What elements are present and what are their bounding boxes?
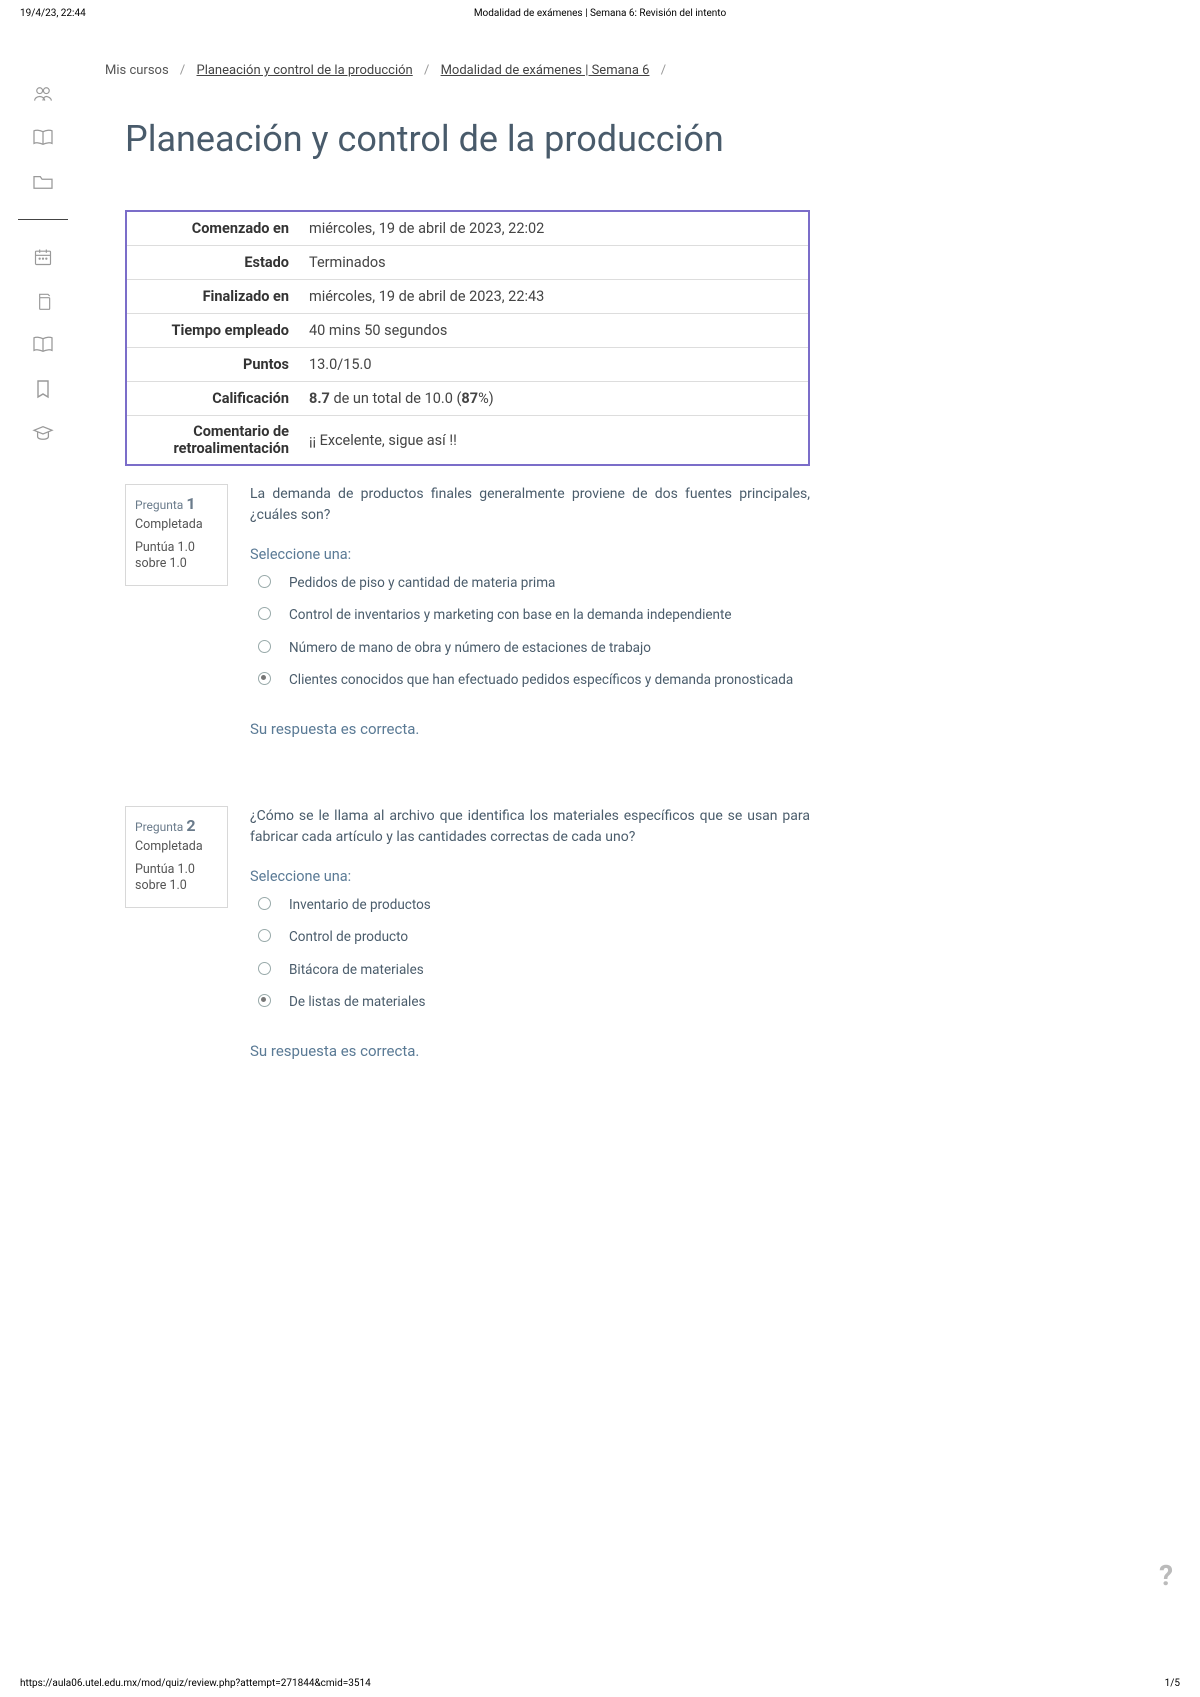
option-text: Número de mano de obra y número de estac… <box>285 638 810 658</box>
summary-label: Finalizado en <box>127 281 299 312</box>
radio-icon[interactable] <box>258 962 271 975</box>
option-row[interactable]: Número de mano de obra y número de estac… <box>258 638 810 658</box>
summary-label: Tiempo empleado <box>127 315 299 346</box>
breadcrumb-sep: / <box>180 63 185 78</box>
breadcrumb-course[interactable]: Planeación y control de la producción <box>197 63 413 78</box>
bookmark-icon[interactable] <box>32 378 54 400</box>
question-state: Completada <box>135 839 218 854</box>
sidebar-separator <box>18 219 68 220</box>
question-mark: Puntúa 1.0 sobre 1.0 <box>135 862 218 895</box>
folder-icon[interactable] <box>32 171 54 193</box>
summary-value: 40 mins 50 segundos <box>299 315 808 346</box>
radio-icon[interactable] <box>258 575 271 588</box>
main-content: Mis cursos / Planeación y control de la … <box>85 63 1200 1060</box>
summary-value: miércoles, 19 de abril de 2023, 22:43 <box>299 281 808 312</box>
summary-row: Finalizado enmiércoles, 19 de abril de 2… <box>127 280 808 314</box>
question-number: 1 <box>186 494 195 513</box>
breadcrumb: Mis cursos / Planeación y control de la … <box>105 63 1170 78</box>
question-text: ¿Cómo se le llama al archivo que identif… <box>250 806 810 848</box>
radio-icon[interactable] <box>258 672 271 685</box>
print-footer: https://aula06.utel.edu.mx/mod/quiz/revi… <box>20 1678 1180 1689</box>
option-text: Control de inventarios y marketing con b… <box>285 605 810 625</box>
summary-label: Comentario de retroalimentación <box>127 416 299 464</box>
summary-label: Puntos <box>127 349 299 380</box>
summary-label: Estado <box>127 247 299 278</box>
question-info: Pregunta 2 Completada Puntúa 1.0 sobre 1.0 <box>125 806 228 908</box>
course-title: Planeación y control de la producción <box>125 118 1170 160</box>
option-text: Bitácora de materiales <box>285 960 810 980</box>
radio-icon[interactable] <box>258 897 271 910</box>
feedback-text: Su respuesta es correcta. <box>250 720 810 738</box>
question-info: Pregunta 1 Completada Puntúa 1.0 sobre 1.0 <box>125 484 228 586</box>
book2-icon[interactable] <box>32 334 54 356</box>
summary-value: miércoles, 19 de abril de 2023, 22:02 <box>299 213 808 244</box>
question-label: Pregunta <box>135 498 186 512</box>
option-text: Clientes conocidos que han efectuado ped… <box>285 670 810 690</box>
breadcrumb-root[interactable]: Mis cursos <box>105 63 169 78</box>
question-text: La demanda de productos finales generalm… <box>250 484 810 526</box>
radio-icon[interactable] <box>258 640 271 653</box>
copy-icon[interactable] <box>32 290 54 312</box>
help-icon[interactable]: ? <box>1159 1559 1173 1592</box>
summary-label: Comenzado en <box>127 213 299 244</box>
summary-value: 8.7 de un total de 10.0 (87%) <box>299 383 808 414</box>
summary-value: 13.0/15.0 <box>299 349 808 380</box>
breadcrumb-sep: / <box>424 63 429 78</box>
option-row[interactable]: Pedidos de piso y cantidad de materia pr… <box>258 573 810 593</box>
calendar-icon[interactable] <box>32 246 54 268</box>
summary-row: Comentario de retroalimentación¡¡ Excele… <box>127 416 808 464</box>
attempt-summary: Comenzado enmiércoles, 19 de abril de 20… <box>125 210 810 466</box>
print-header: 19/4/23, 22:44 Modalidad de exámenes | S… <box>0 0 1200 23</box>
summary-row: Tiempo empleado40 mins 50 segundos <box>127 314 808 348</box>
question-block: Pregunta 2 Completada Puntúa 1.0 sobre 1.0… <box>125 806 810 1060</box>
question-body: La demanda de productos finales generalm… <box>250 484 810 738</box>
breadcrumb-sep: / <box>661 63 666 78</box>
summary-label: Calificación <box>127 383 299 414</box>
select-one-label: Seleccione una: <box>250 868 810 885</box>
question-body: ¿Cómo se le llama al archivo que identif… <box>250 806 810 1060</box>
footer-url: https://aula06.utel.edu.mx/mod/quiz/revi… <box>20 1678 371 1689</box>
question-mark: Puntúa 1.0 sobre 1.0 <box>135 540 218 573</box>
radio-icon[interactable] <box>258 929 271 942</box>
header-title: Modalidad de exámenes | Semana 6: Revisi… <box>474 8 726 19</box>
option-row[interactable]: Control de producto <box>258 927 810 947</box>
option-row[interactable]: Bitácora de materiales <box>258 960 810 980</box>
summary-row: Comenzado enmiércoles, 19 de abril de 20… <box>127 212 808 246</box>
question-number: 2 <box>186 816 195 835</box>
option-text: Pedidos de piso y cantidad de materia pr… <box>285 573 810 593</box>
footer-page: 1/5 <box>1165 1678 1180 1689</box>
select-one-label: Seleccione una: <box>250 546 810 563</box>
option-text: Control de producto <box>285 927 810 947</box>
question-block: Pregunta 1 Completada Puntúa 1.0 sobre 1.0… <box>125 484 810 738</box>
question-label: Pregunta <box>135 820 186 834</box>
summary-row: Calificación8.7 de un total de 10.0 (87%… <box>127 382 808 416</box>
users-icon[interactable] <box>32 83 54 105</box>
summary-value: ¡¡ Excelente, sigue así !! <box>299 425 808 456</box>
option-text: De listas de materiales <box>285 992 810 1012</box>
radio-icon[interactable] <box>258 994 271 1007</box>
summary-row: Puntos13.0/15.0 <box>127 348 808 382</box>
book-icon[interactable] <box>32 127 54 149</box>
option-row[interactable]: Clientes conocidos que han efectuado ped… <box>258 670 810 690</box>
sidebar <box>0 63 85 1060</box>
summary-value: Terminados <box>299 247 808 278</box>
breadcrumb-activity[interactable]: Modalidad de exámenes | Semana 6 <box>441 63 650 78</box>
summary-row: EstadoTerminados <box>127 246 808 280</box>
option-row[interactable]: De listas de materiales <box>258 992 810 1012</box>
header-timestamp: 19/4/23, 22:44 <box>20 8 86 19</box>
option-row[interactable]: Control de inventarios y marketing con b… <box>258 605 810 625</box>
question-state: Completada <box>135 517 218 532</box>
graduation-cap-icon[interactable] <box>32 422 54 444</box>
option-text: Inventario de productos <box>285 895 810 915</box>
radio-icon[interactable] <box>258 607 271 620</box>
feedback-text: Su respuesta es correcta. <box>250 1042 810 1060</box>
option-row[interactable]: Inventario de productos <box>258 895 810 915</box>
